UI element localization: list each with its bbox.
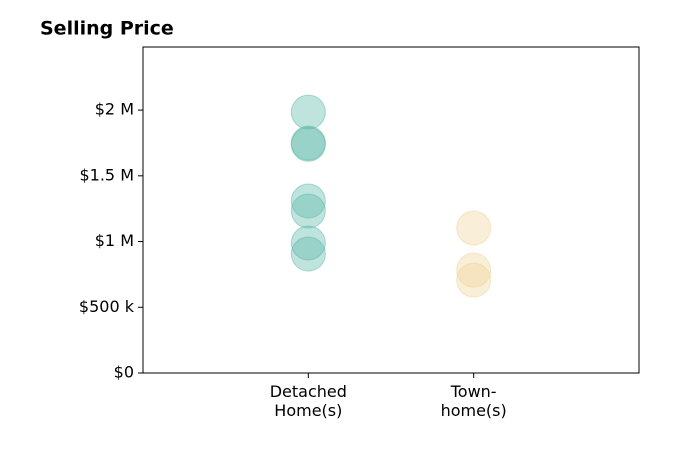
y-tick-label: $500 k [79, 297, 135, 316]
point [290, 236, 326, 272]
point [456, 252, 492, 288]
y-tick-label: $2 M [95, 100, 134, 119]
y-tick-label: $1 M [95, 231, 134, 250]
y-tick-label: $1.5 M [79, 165, 134, 184]
plot-frame [142, 46, 640, 374]
x-tick-label: Town- home(s) [440, 382, 507, 420]
point [290, 183, 326, 219]
point [456, 210, 492, 246]
point [290, 193, 326, 229]
point [290, 94, 326, 130]
chart-title: Selling Price [40, 18, 174, 40]
point [456, 262, 492, 298]
point [290, 225, 326, 261]
y-tick-label: $0 [114, 363, 134, 382]
point [290, 126, 326, 162]
x-tick-label: Detached Home(s) [269, 382, 347, 420]
